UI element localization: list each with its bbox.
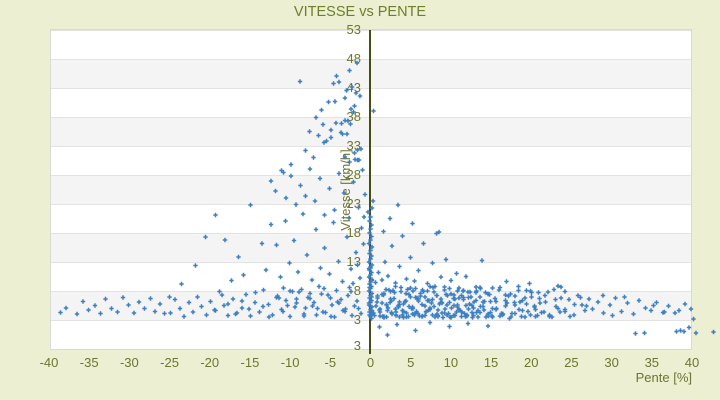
x-tick-label: 5	[407, 355, 415, 370]
x-tick-label: -35	[79, 355, 99, 370]
x-tick-label: -30	[119, 355, 139, 370]
x-tick-label: -25	[160, 355, 179, 370]
chart-title: VITESSE vs PENTE	[293, 4, 427, 20]
y-tick-label: 3	[353, 312, 361, 327]
x-tick-label: -10	[280, 355, 300, 370]
x-tick-label: -20	[200, 355, 220, 370]
scatter-marker-path	[58, 60, 716, 338]
y-tick-label: 18	[346, 225, 361, 240]
x-axis-title: Pente [%]	[635, 370, 692, 385]
y-tick-label: 8	[353, 283, 361, 298]
y-tick-label: 28	[346, 167, 361, 182]
x-tick-label: 0	[366, 355, 375, 370]
x-tick-label: 30	[604, 355, 619, 370]
x-tick-label: 20	[524, 355, 539, 370]
x-tick-label: -5	[324, 355, 337, 370]
y-tick-label: 53	[346, 22, 361, 37]
y-min-label: 3	[353, 338, 361, 353]
x-tick-label: -40	[39, 355, 59, 370]
zero-axis-line	[369, 30, 372, 354]
x-tick-label: 40	[684, 355, 700, 370]
x-tick-label: 15	[483, 355, 499, 370]
x-tick-label: -15	[240, 355, 260, 370]
x-tick-label: 10	[443, 355, 459, 370]
x-tick-label: 25	[564, 355, 579, 370]
x-tick-label: 35	[644, 355, 660, 370]
